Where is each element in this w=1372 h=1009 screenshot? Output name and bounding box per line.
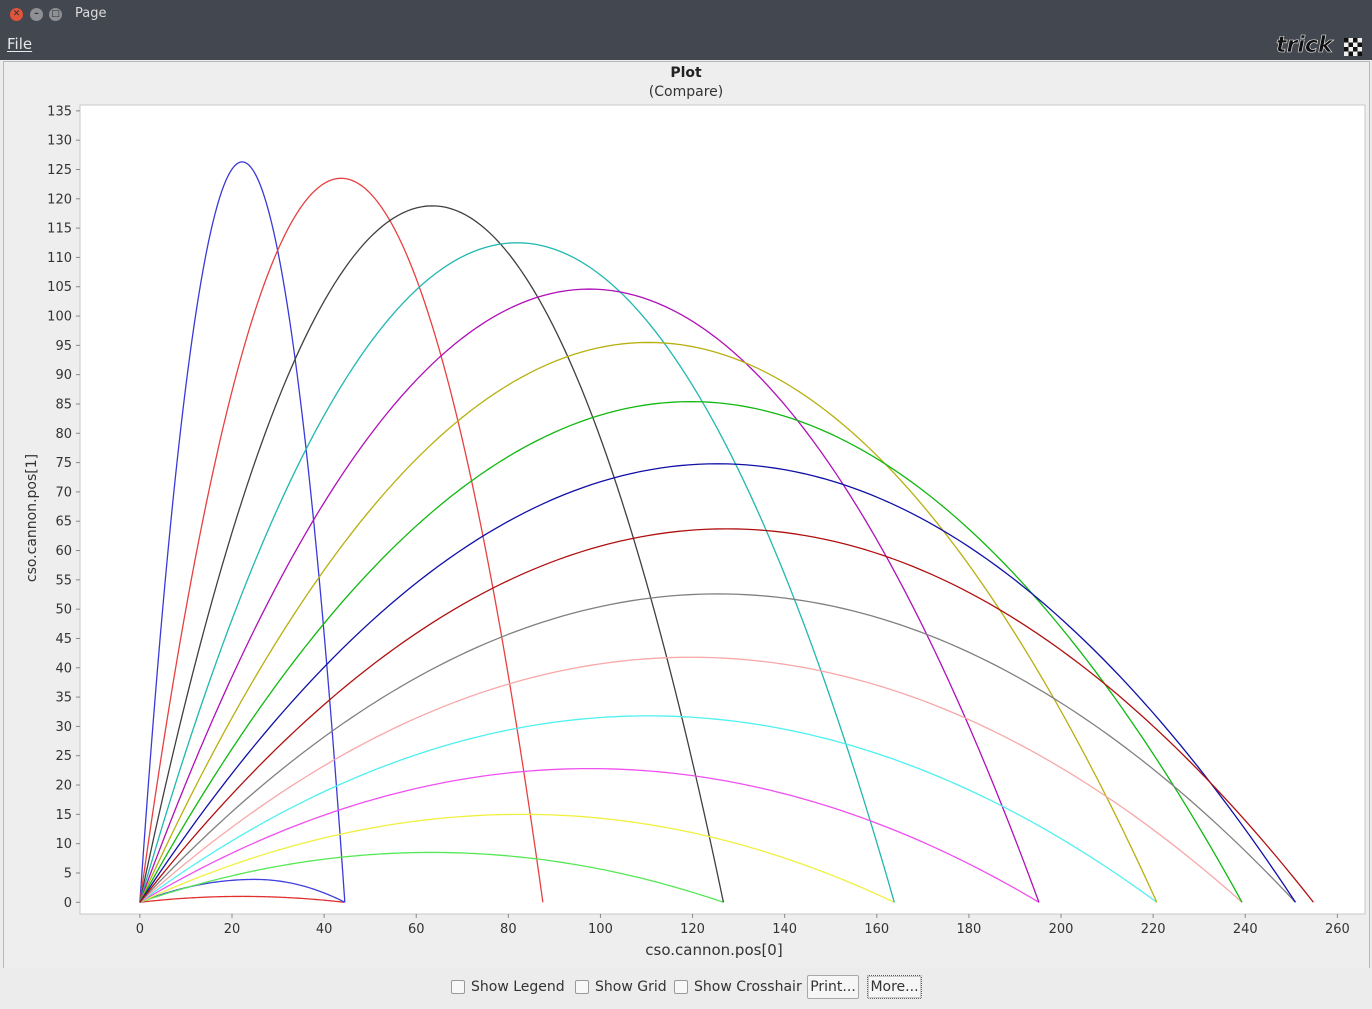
minimize-icon: – (34, 9, 39, 19)
checkered-flag-icon (1344, 38, 1362, 56)
window-titlebar: ✕ – □ Page (0, 0, 1372, 30)
axes: 0 20 40 60 80 100 120 140 160 180 200 220 240 260 0 5 10… (47, 104, 1350, 937)
trajectory-series-2 (139, 161, 346, 903)
show-grid-checkbox[interactable]: Show Grid (575, 979, 667, 995)
minimize-button[interactable]: – (30, 8, 43, 21)
trajectory-series-14 (139, 400, 1243, 903)
trajectory-series-11 (139, 715, 1158, 903)
trajectory-series-17 (139, 528, 1314, 903)
bottom-controls: Show Legend Show Grid Show Crosshair Pri… (0, 968, 1372, 1009)
y-tick-label: 85 (55, 397, 72, 412)
x-tick-label: 260 (1325, 922, 1350, 937)
menu-file[interactable]: File (7, 35, 33, 53)
y-tick-label: 75 (55, 456, 72, 471)
y-tick-label: 95 (55, 339, 72, 354)
y-tick-label: 10 (55, 837, 72, 852)
maximize-button[interactable]: □ (49, 8, 62, 21)
y-tick-label: 90 (55, 368, 72, 383)
x-tick-label: 0 (136, 922, 144, 937)
trajectory-series-4 (139, 177, 544, 903)
trajectory-series-12 (139, 341, 1158, 903)
trajectory-series-16 (139, 463, 1296, 903)
trajectory-series-6 (139, 205, 725, 903)
y-tick-label: 20 (55, 779, 72, 794)
plot-panel: Plot (Compare) 0 20 40 60 80 100 120 140 160 180 2… (3, 61, 1370, 969)
y-axis-label: cso.cannon.pos[1] (24, 454, 40, 582)
y-tick-label: 15 (55, 808, 72, 823)
checkbox-icon[interactable] (674, 980, 688, 994)
trajectory-series-1 (139, 895, 344, 903)
y-tick-label: 65 (55, 515, 72, 530)
trajectory-series-9 (139, 767, 1040, 903)
x-tick-label: 80 (500, 922, 517, 937)
show-legend-label: Show Legend (471, 979, 565, 995)
x-tick-label: 220 (1141, 922, 1166, 937)
window-title: Page (75, 6, 107, 21)
x-tick-label: 40 (316, 922, 333, 937)
y-tick-label: 5 (64, 866, 72, 881)
x-tick-label: 20 (224, 922, 241, 937)
more-button[interactable]: More... (867, 975, 922, 999)
show-crosshair-checkbox[interactable]: Show Crosshair (674, 979, 802, 995)
x-tick-label: 160 (864, 922, 889, 937)
trajectory-series-10 (139, 288, 1040, 903)
y-tick-label: 55 (55, 573, 72, 588)
show-legend-checkbox[interactable]: Show Legend (451, 979, 565, 995)
x-tick-label: 140 (772, 922, 797, 937)
y-tick-label: 60 (55, 544, 72, 559)
x-tick-label: 60 (408, 922, 425, 937)
y-tick-label: 115 (47, 222, 72, 237)
maximize-icon: □ (51, 9, 60, 19)
checkbox-icon[interactable] (575, 980, 589, 994)
y-tick-label: 120 (47, 192, 72, 207)
series-group (139, 161, 1314, 903)
x-tick-label: 240 (1233, 922, 1258, 937)
y-tick-label: 130 (47, 134, 72, 149)
checkbox-icon[interactable] (451, 980, 465, 994)
logo-text: trick (1276, 33, 1334, 58)
trajectory-series-5 (139, 851, 724, 903)
menu-bar: File trick (0, 30, 1372, 60)
y-tick-label: 70 (55, 485, 72, 500)
x-axis-label: cso.cannon.pos[0] (645, 941, 782, 959)
x-tick-label: 100 (588, 922, 613, 937)
x-tick-label: 120 (680, 922, 705, 937)
print-button[interactable]: Print... (807, 975, 859, 999)
y-tick-label: 50 (55, 603, 72, 618)
trajectory-series-15 (139, 593, 1296, 903)
y-tick-label: 110 (47, 251, 72, 266)
trajectory-series-13 (139, 656, 1243, 903)
y-tick-label: 0 (64, 896, 72, 911)
y-tick-label: 135 (47, 104, 72, 119)
y-tick-label: 80 (55, 427, 72, 442)
y-tick-label: 35 (55, 691, 72, 706)
chart-title: Plot (670, 65, 702, 81)
trajectory-series-7 (139, 813, 895, 903)
plot-chart[interactable]: Plot (Compare) 0 20 40 60 80 100 120 140 160 180 2… (4, 62, 1369, 968)
chart-subtitle: (Compare) (649, 84, 723, 100)
y-tick-label: 125 (47, 163, 72, 178)
show-crosshair-label: Show Crosshair (694, 979, 802, 995)
y-tick-label: 25 (55, 749, 72, 764)
close-icon: ✕ (12, 9, 21, 19)
trajectory-series-8 (139, 242, 895, 903)
y-tick-label: 45 (55, 632, 72, 647)
show-grid-label: Show Grid (595, 979, 667, 995)
x-tick-label: 200 (1049, 922, 1074, 937)
trick-logo: trick (1276, 33, 1362, 58)
plot-area (79, 104, 1366, 915)
y-tick-label: 30 (55, 720, 72, 735)
y-tick-label: 105 (47, 280, 72, 295)
x-tick-label: 180 (956, 922, 981, 937)
y-tick-label: 40 (55, 661, 72, 676)
y-tick-label: 100 (47, 310, 72, 325)
close-button[interactable]: ✕ (10, 8, 23, 21)
